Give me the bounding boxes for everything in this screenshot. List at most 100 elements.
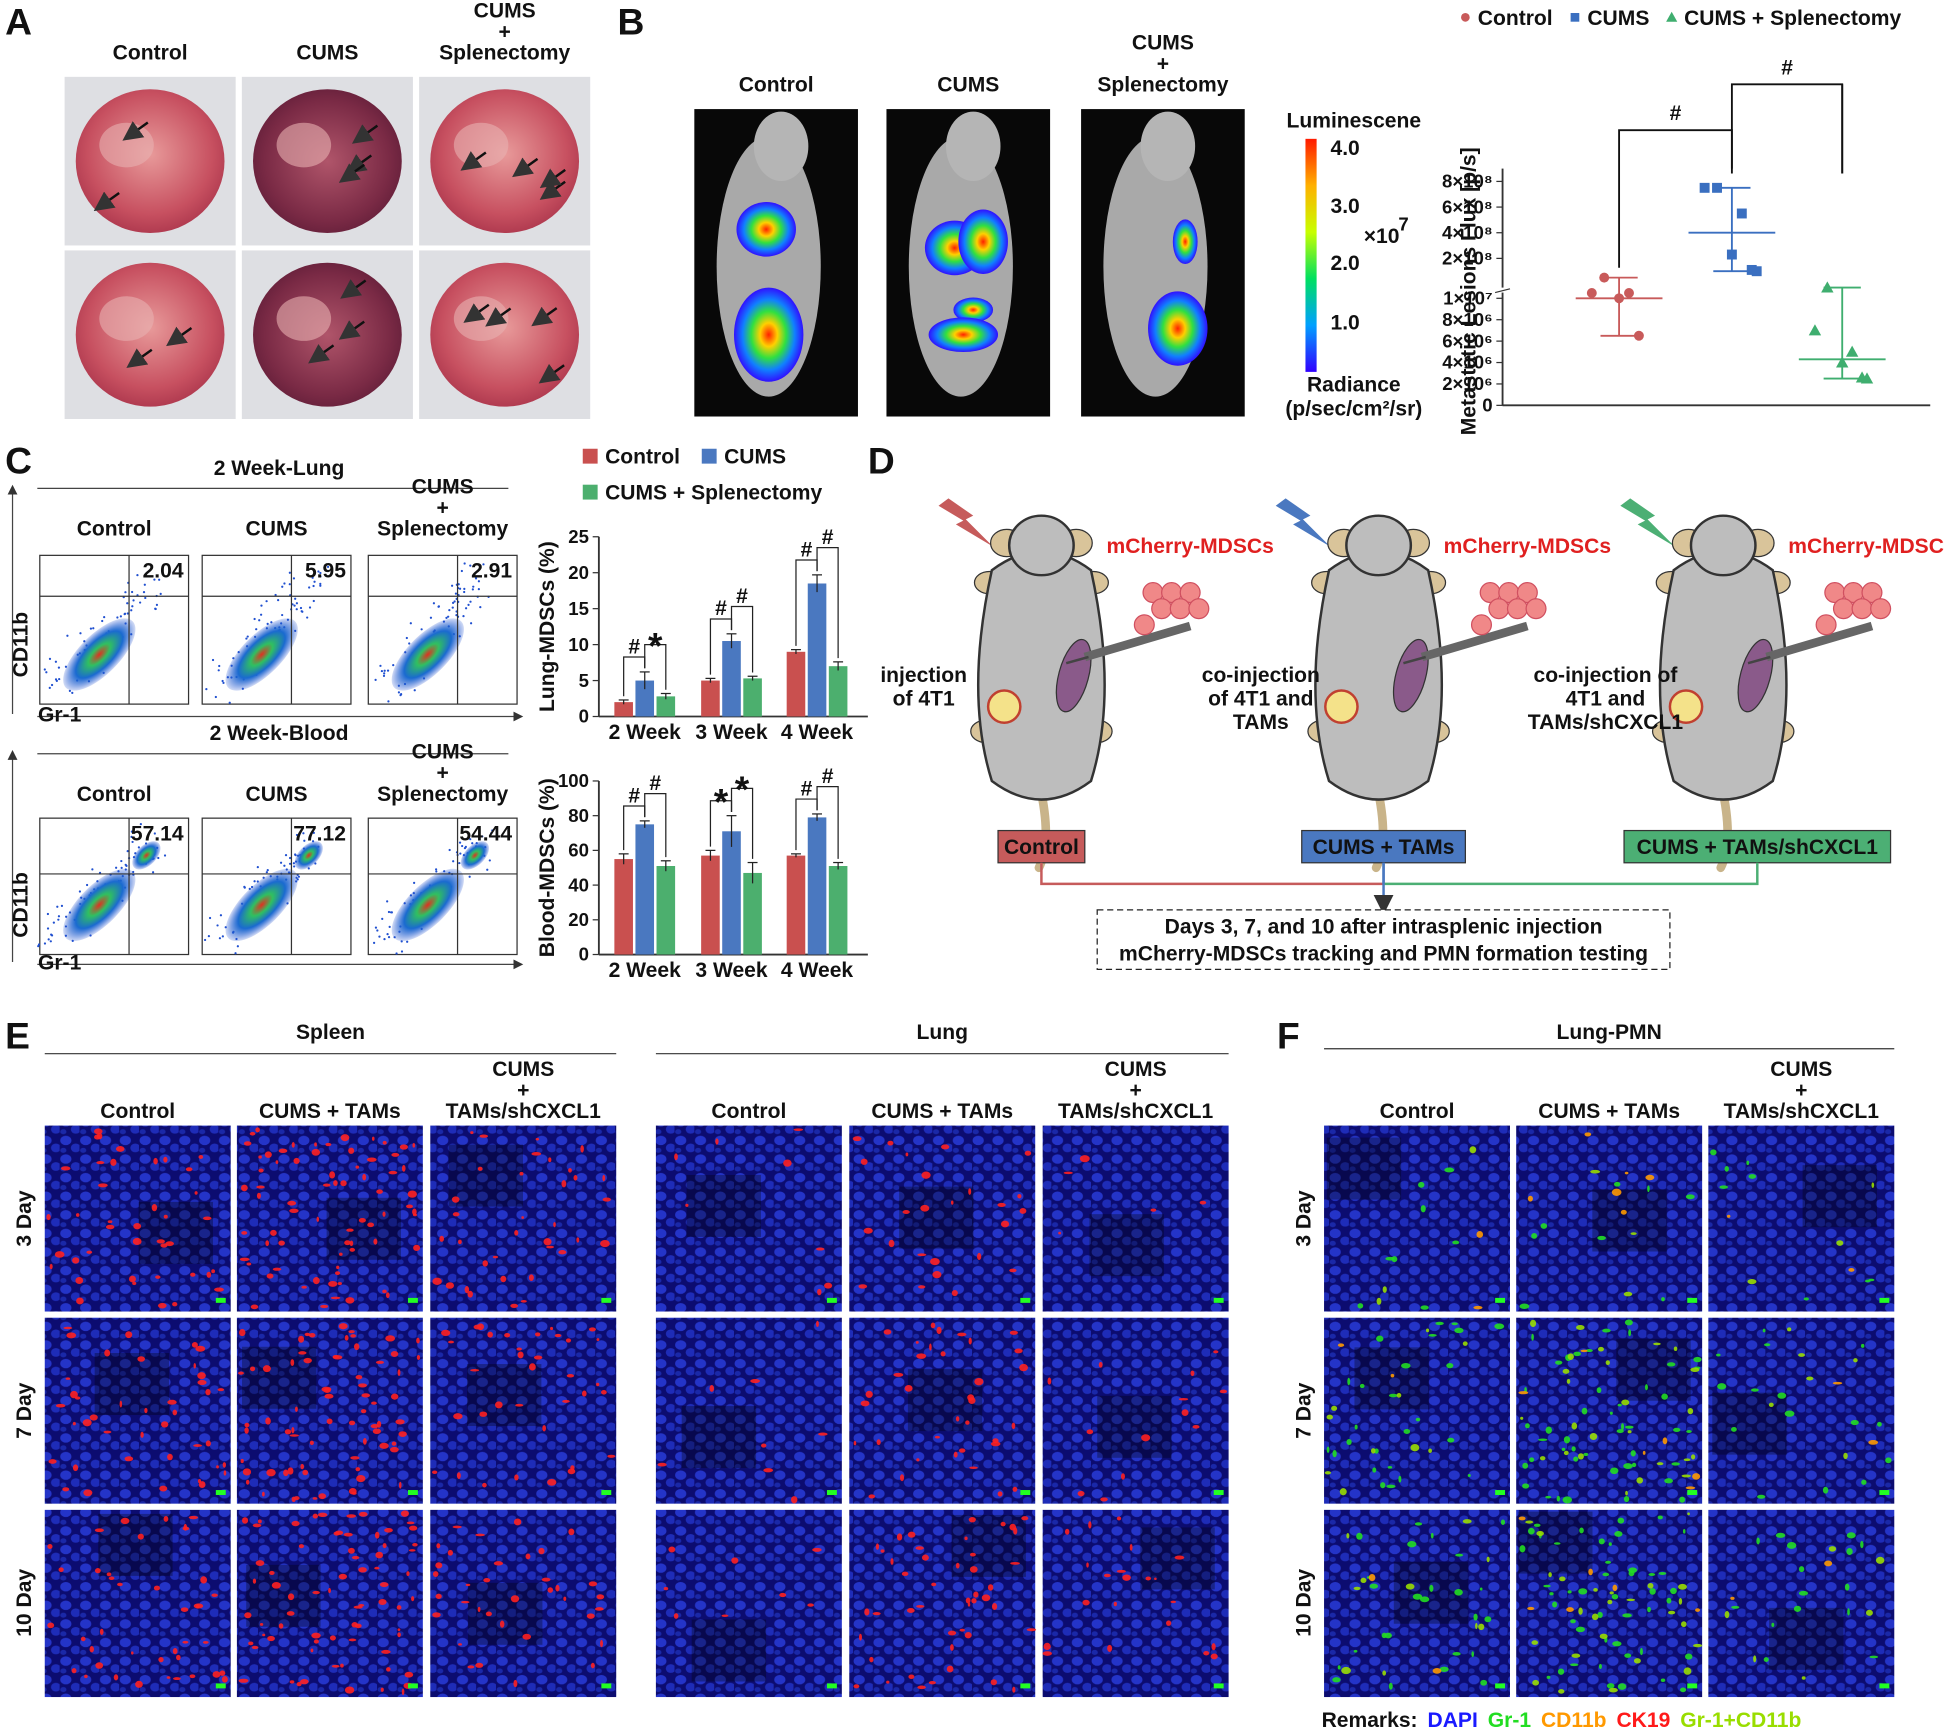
event <box>68 689 72 692</box>
stain <box>860 1158 868 1165</box>
remark: Gr-1+CD11b <box>1680 1709 1801 1732</box>
stain <box>117 1582 123 1587</box>
event <box>214 695 217 699</box>
stain <box>48 1459 57 1464</box>
stain <box>128 1275 136 1283</box>
stain <box>1695 1608 1701 1612</box>
stain <box>278 1623 284 1629</box>
stain <box>216 1465 219 1469</box>
stain <box>531 1152 542 1156</box>
stain <box>407 1190 417 1198</box>
point <box>1633 330 1644 341</box>
stain <box>991 1602 998 1611</box>
event <box>207 935 211 938</box>
bar <box>786 651 806 717</box>
stain <box>899 1474 905 1482</box>
stain <box>946 1665 954 1673</box>
stain <box>1522 1462 1529 1469</box>
stain <box>355 1467 361 1472</box>
tumor <box>986 689 1022 724</box>
stain <box>310 1648 314 1653</box>
stain <box>431 1470 438 1474</box>
stain <box>957 1332 967 1337</box>
event <box>468 875 471 878</box>
stain <box>286 1611 295 1616</box>
event <box>126 849 129 853</box>
stain <box>968 1516 976 1523</box>
stain <box>1648 1573 1656 1576</box>
arrow <box>338 163 366 183</box>
stain <box>586 1613 595 1619</box>
event <box>116 616 119 619</box>
arrow <box>512 157 539 178</box>
y-axis-title: Metastatic Lesions Flux [p/s] <box>1457 147 1480 435</box>
stain <box>242 1468 252 1476</box>
y-tick-label: 4×10⁶ <box>1442 352 1492 373</box>
stain <box>1598 1538 1605 1545</box>
stain <box>1376 1297 1382 1305</box>
event <box>281 613 284 617</box>
event <box>464 607 468 610</box>
stain <box>1678 1598 1683 1605</box>
stain <box>1192 1425 1200 1429</box>
lightning <box>938 498 994 547</box>
stain <box>1610 1467 1619 1475</box>
stain <box>955 1416 960 1422</box>
micrograph-shade <box>1592 1189 1667 1252</box>
column-header: CUMS <box>937 74 999 97</box>
event <box>467 836 470 839</box>
stain <box>105 1224 115 1230</box>
stain <box>335 1271 341 1276</box>
stain <box>356 1474 366 1483</box>
stain <box>542 1425 547 1432</box>
event <box>463 847 467 850</box>
stain <box>366 1157 377 1162</box>
stain <box>329 1635 336 1641</box>
stain <box>284 1429 292 1435</box>
stain <box>1824 1560 1833 1567</box>
stain <box>353 1343 360 1351</box>
stain <box>412 1143 416 1148</box>
stain <box>1178 1397 1189 1401</box>
stain <box>461 1600 470 1604</box>
legend-marker <box>1461 13 1470 22</box>
stain <box>191 1342 198 1348</box>
event <box>131 840 134 844</box>
stain <box>158 1657 164 1663</box>
stain <box>222 1462 226 1468</box>
stain <box>198 1481 206 1489</box>
stain <box>1649 1588 1656 1595</box>
stain <box>1122 1574 1131 1581</box>
stain <box>452 1212 460 1217</box>
stain <box>165 1241 174 1247</box>
stain <box>657 1462 667 1467</box>
event <box>458 587 462 590</box>
stain <box>514 1474 519 1481</box>
y-tick-label: 6×10⁸ <box>1442 196 1493 217</box>
row-label: 3 Day <box>1292 1190 1315 1246</box>
stain <box>257 1519 262 1524</box>
stain <box>1462 1519 1472 1524</box>
stain <box>1000 1521 1006 1527</box>
significance: # <box>801 777 813 800</box>
stain <box>1748 1174 1757 1179</box>
stain <box>1518 1391 1529 1395</box>
stain <box>1011 1422 1016 1429</box>
stain <box>1480 1679 1488 1686</box>
stain <box>374 1531 380 1539</box>
stain <box>1666 1597 1672 1604</box>
label: 4T1 and <box>1566 687 1646 710</box>
stain <box>1346 1438 1352 1445</box>
stain <box>371 1136 375 1141</box>
label: 2 Week-Blood <box>210 722 349 745</box>
stain <box>1613 1181 1621 1187</box>
stain <box>1116 1569 1126 1573</box>
stain <box>1484 1616 1492 1623</box>
stain <box>1369 1583 1379 1589</box>
event <box>48 686 51 689</box>
arrow <box>338 320 365 340</box>
stain <box>1756 1537 1760 1545</box>
stain <box>1608 1542 1612 1546</box>
stain <box>1420 1305 1429 1310</box>
stain <box>172 1409 178 1416</box>
